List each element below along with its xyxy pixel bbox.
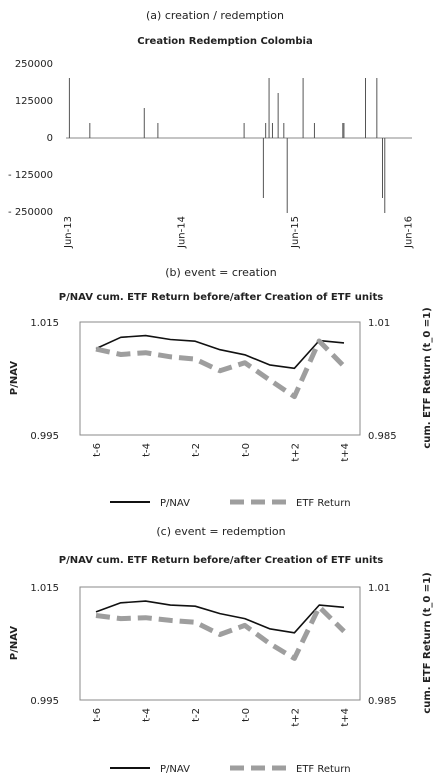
x-tick-label: Jun-13 <box>63 216 74 249</box>
panel-a-x-ticks: Jun-13 Jun-14 Jun-15 Jun-16 <box>63 216 414 249</box>
left-y-tick-label: 1.015 <box>30 318 59 329</box>
panel-b-plot-frame <box>79 321 361 436</box>
panel-c-caption: (c) event = redemption <box>156 525 285 538</box>
x-tick-label: t-0 <box>241 443 252 457</box>
x-tick-label: t-0 <box>241 708 252 722</box>
x-tick-label: Jun-15 <box>290 216 301 249</box>
panel-c-legend: P/NAV ETF Return <box>110 764 351 775</box>
panel-c: (c) event = redemption P/NAV cum. ETF Re… <box>9 525 433 775</box>
right-y-tick-label: 0.985 <box>368 696 397 707</box>
x-tick-label: t-6 <box>92 708 103 722</box>
right-y-tick-label: 1.01 <box>368 318 390 329</box>
right-y-axis-title: cum. ETF Return (t_0 =1) <box>422 572 433 713</box>
x-tick-label: Jun-14 <box>177 216 188 249</box>
panel-b-x-ticks: t-6 t-4 t-2 t-0 t+2 t+4 <box>92 443 351 462</box>
x-tick-label: t-4 <box>142 443 153 457</box>
left-y-tick-label: 0.995 <box>30 696 59 707</box>
right-y-tick-label: 0.985 <box>368 431 397 442</box>
legend-label-etf-return: ETF Return <box>296 498 351 509</box>
right-y-tick-label: 1.01 <box>368 583 390 594</box>
pnav-line <box>95 600 345 634</box>
panel-b-series <box>95 334 346 400</box>
panel-c-x-ticks: t-6 t-4 t-2 t-0 t+2 t+4 <box>92 708 351 727</box>
y-tick-label: - 125000 <box>8 170 53 181</box>
x-tick-label: t-4 <box>142 708 153 722</box>
panel-b: (b) event = creation P/NAV cum. ETF Retu… <box>9 266 433 509</box>
panel-a-bars <box>68 78 386 213</box>
panel-a: (a) creation / redemption Creation Redem… <box>8 9 414 249</box>
panel-a-y-tick-labels: 250000 125000 0 - 125000 - 250000 <box>8 59 53 218</box>
y-tick-label: 0 <box>47 133 53 144</box>
x-tick-label: t+2 <box>290 443 301 462</box>
pnav-line <box>95 334 345 370</box>
panel-b-caption: (b) event = creation <box>165 266 277 279</box>
legend-label-etf-return: ETF Return <box>296 764 351 775</box>
x-tick-label: t+4 <box>340 443 351 462</box>
panel-c-title: P/NAV cum. ETF Return before/after Creat… <box>59 555 383 566</box>
left-y-axis-title: P/NAV <box>9 626 20 660</box>
right-y-axis-title: cum. ETF Return (t_0 =1) <box>422 307 433 448</box>
panel-a-title: Creation Redemption Colombia <box>137 36 312 47</box>
x-tick-label: t-6 <box>92 443 103 457</box>
legend-label-pnav: P/NAV <box>160 764 190 775</box>
panel-b-legend: P/NAV ETF Return <box>110 498 351 509</box>
y-tick-label: - 250000 <box>8 207 53 218</box>
panel-c-plot-frame <box>79 586 361 701</box>
left-y-tick-label: 0.995 <box>30 431 59 442</box>
x-tick-label: t+2 <box>290 708 301 727</box>
etf-return-line <box>95 338 346 400</box>
y-tick-label: 250000 <box>15 59 53 70</box>
left-y-tick-label: 1.015 <box>30 583 59 594</box>
panel-c-series <box>95 600 346 661</box>
legend-label-pnav: P/NAV <box>160 498 190 509</box>
panel-b-title: P/NAV cum. ETF Return before/after Creat… <box>59 292 383 303</box>
left-y-axis-title: P/NAV <box>9 361 20 395</box>
panel-a-caption: (a) creation / redemption <box>146 9 284 22</box>
x-tick-label: Jun-16 <box>403 216 414 249</box>
y-tick-label: 125000 <box>15 96 53 107</box>
x-tick-label: t-2 <box>191 708 202 722</box>
x-tick-label: t-2 <box>191 443 202 457</box>
etf-return-line <box>95 604 346 661</box>
x-tick-label: t+4 <box>340 708 351 727</box>
